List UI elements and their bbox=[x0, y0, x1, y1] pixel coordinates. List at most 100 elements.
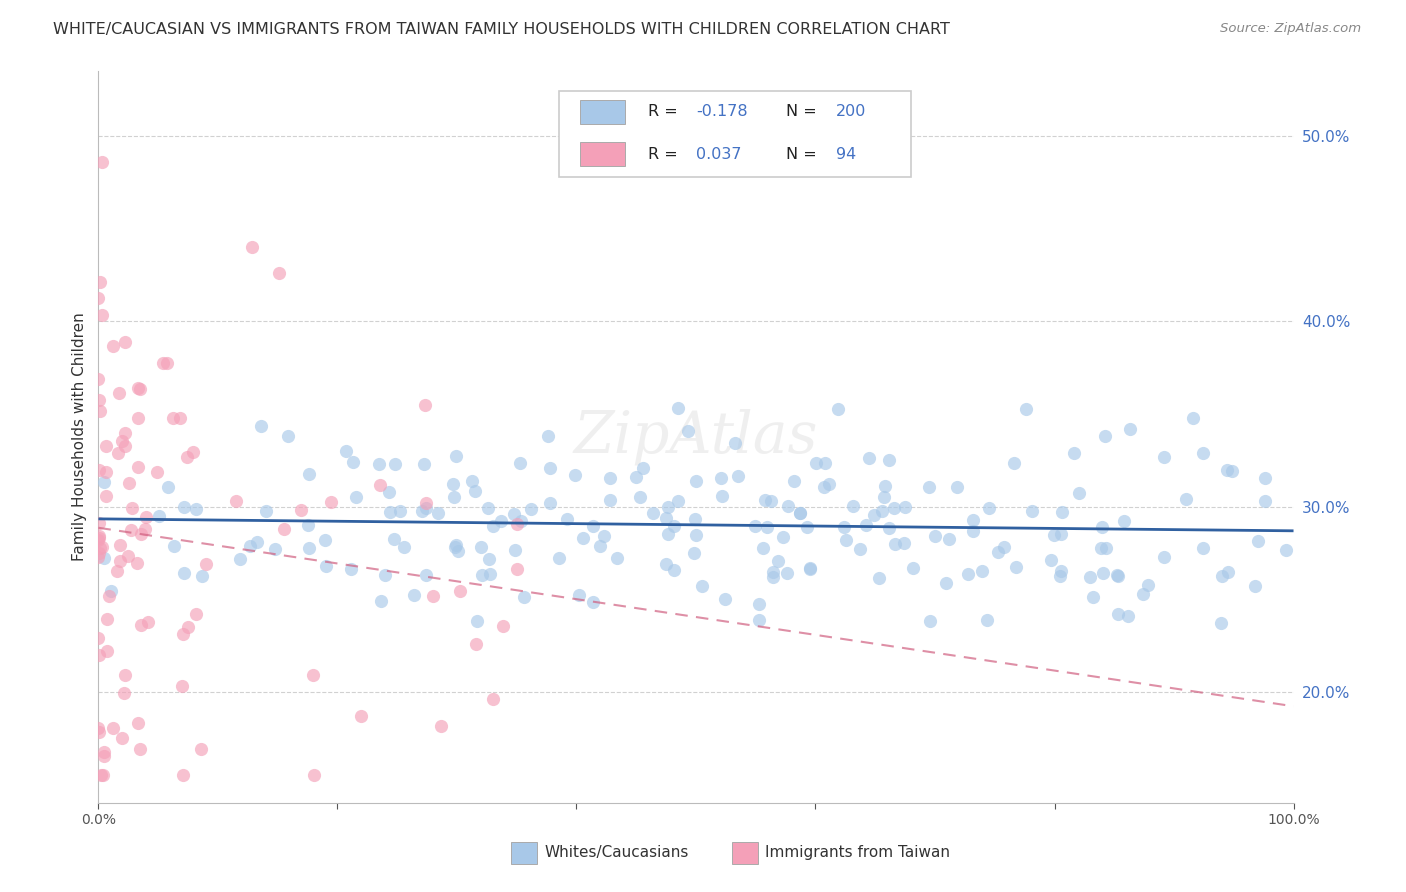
Point bbox=[655, 511, 678, 525]
Point bbox=[368, 477, 391, 491]
Point bbox=[772, 530, 794, 544]
Point bbox=[301, 668, 323, 682]
Point bbox=[96, 489, 118, 503]
Point bbox=[430, 719, 453, 733]
Point bbox=[727, 469, 749, 483]
Point bbox=[107, 446, 129, 460]
Point bbox=[127, 410, 149, 425]
Point bbox=[96, 644, 118, 658]
Point bbox=[813, 480, 835, 494]
Point bbox=[796, 520, 818, 534]
Point bbox=[789, 506, 811, 520]
Point bbox=[114, 668, 136, 682]
Point bbox=[90, 768, 112, 782]
Point bbox=[799, 562, 821, 576]
Point bbox=[799, 561, 821, 575]
Point bbox=[87, 393, 110, 408]
Point bbox=[631, 460, 654, 475]
Point bbox=[1254, 471, 1277, 485]
Bar bbox=[510, 841, 537, 863]
Point bbox=[344, 490, 367, 504]
Point bbox=[1105, 568, 1128, 582]
Point bbox=[427, 506, 450, 520]
Point bbox=[970, 564, 993, 578]
Point bbox=[1050, 527, 1073, 541]
Point bbox=[315, 558, 337, 573]
Point bbox=[136, 615, 159, 629]
Point bbox=[415, 501, 437, 516]
Point bbox=[112, 686, 135, 700]
Point bbox=[91, 768, 114, 782]
Point bbox=[818, 476, 841, 491]
Point bbox=[1192, 446, 1215, 460]
Point bbox=[509, 514, 531, 528]
Point bbox=[446, 538, 468, 552]
Text: R =: R = bbox=[648, 146, 683, 161]
Point bbox=[1094, 428, 1116, 442]
Point bbox=[402, 588, 425, 602]
Point bbox=[121, 501, 143, 516]
Point bbox=[186, 607, 208, 622]
Point bbox=[1021, 504, 1043, 518]
Point bbox=[114, 334, 136, 349]
Point bbox=[392, 540, 415, 554]
Point bbox=[571, 532, 593, 546]
Point bbox=[783, 475, 806, 489]
Point bbox=[87, 549, 110, 564]
Point bbox=[762, 569, 785, 583]
Point bbox=[1153, 450, 1175, 465]
Point bbox=[710, 470, 733, 484]
Point bbox=[1005, 559, 1028, 574]
Text: ZipAtlas: ZipAtlas bbox=[574, 409, 818, 466]
Point bbox=[827, 401, 849, 416]
Point bbox=[91, 540, 114, 554]
Point bbox=[471, 568, 494, 582]
Point bbox=[94, 439, 117, 453]
Point bbox=[502, 507, 524, 521]
Point bbox=[93, 550, 115, 565]
Point bbox=[714, 592, 737, 607]
Point bbox=[129, 617, 152, 632]
Point bbox=[935, 575, 957, 590]
Point bbox=[1092, 566, 1115, 580]
Point bbox=[893, 536, 915, 550]
Point bbox=[503, 543, 526, 558]
Point bbox=[101, 339, 124, 353]
Point bbox=[1050, 564, 1073, 578]
Point bbox=[599, 492, 621, 507]
Point bbox=[87, 372, 110, 386]
Point bbox=[172, 627, 194, 641]
Point bbox=[157, 480, 180, 494]
Point bbox=[748, 597, 770, 611]
Point bbox=[478, 552, 501, 566]
Point bbox=[87, 533, 110, 548]
Point bbox=[384, 457, 406, 471]
Point bbox=[789, 506, 811, 520]
Point bbox=[87, 546, 110, 560]
Point bbox=[467, 614, 489, 628]
Point bbox=[128, 741, 150, 756]
Point bbox=[832, 520, 855, 534]
Point bbox=[264, 541, 287, 556]
Point bbox=[599, 471, 621, 485]
Point bbox=[118, 475, 141, 490]
Point bbox=[152, 356, 174, 370]
Point bbox=[1049, 569, 1071, 583]
Point bbox=[813, 456, 835, 470]
Point bbox=[668, 401, 690, 415]
Point bbox=[114, 439, 136, 453]
Bar bbox=[733, 841, 758, 863]
Point bbox=[108, 554, 131, 568]
Point bbox=[538, 495, 561, 509]
Point bbox=[446, 449, 468, 463]
Point bbox=[1002, 456, 1025, 470]
Point bbox=[464, 637, 486, 651]
Point bbox=[489, 514, 512, 528]
Point bbox=[225, 493, 247, 508]
Point bbox=[134, 509, 156, 524]
Point bbox=[441, 477, 464, 491]
Point bbox=[1091, 520, 1114, 534]
Point bbox=[93, 745, 115, 759]
Point bbox=[87, 724, 110, 739]
Point bbox=[89, 541, 111, 555]
